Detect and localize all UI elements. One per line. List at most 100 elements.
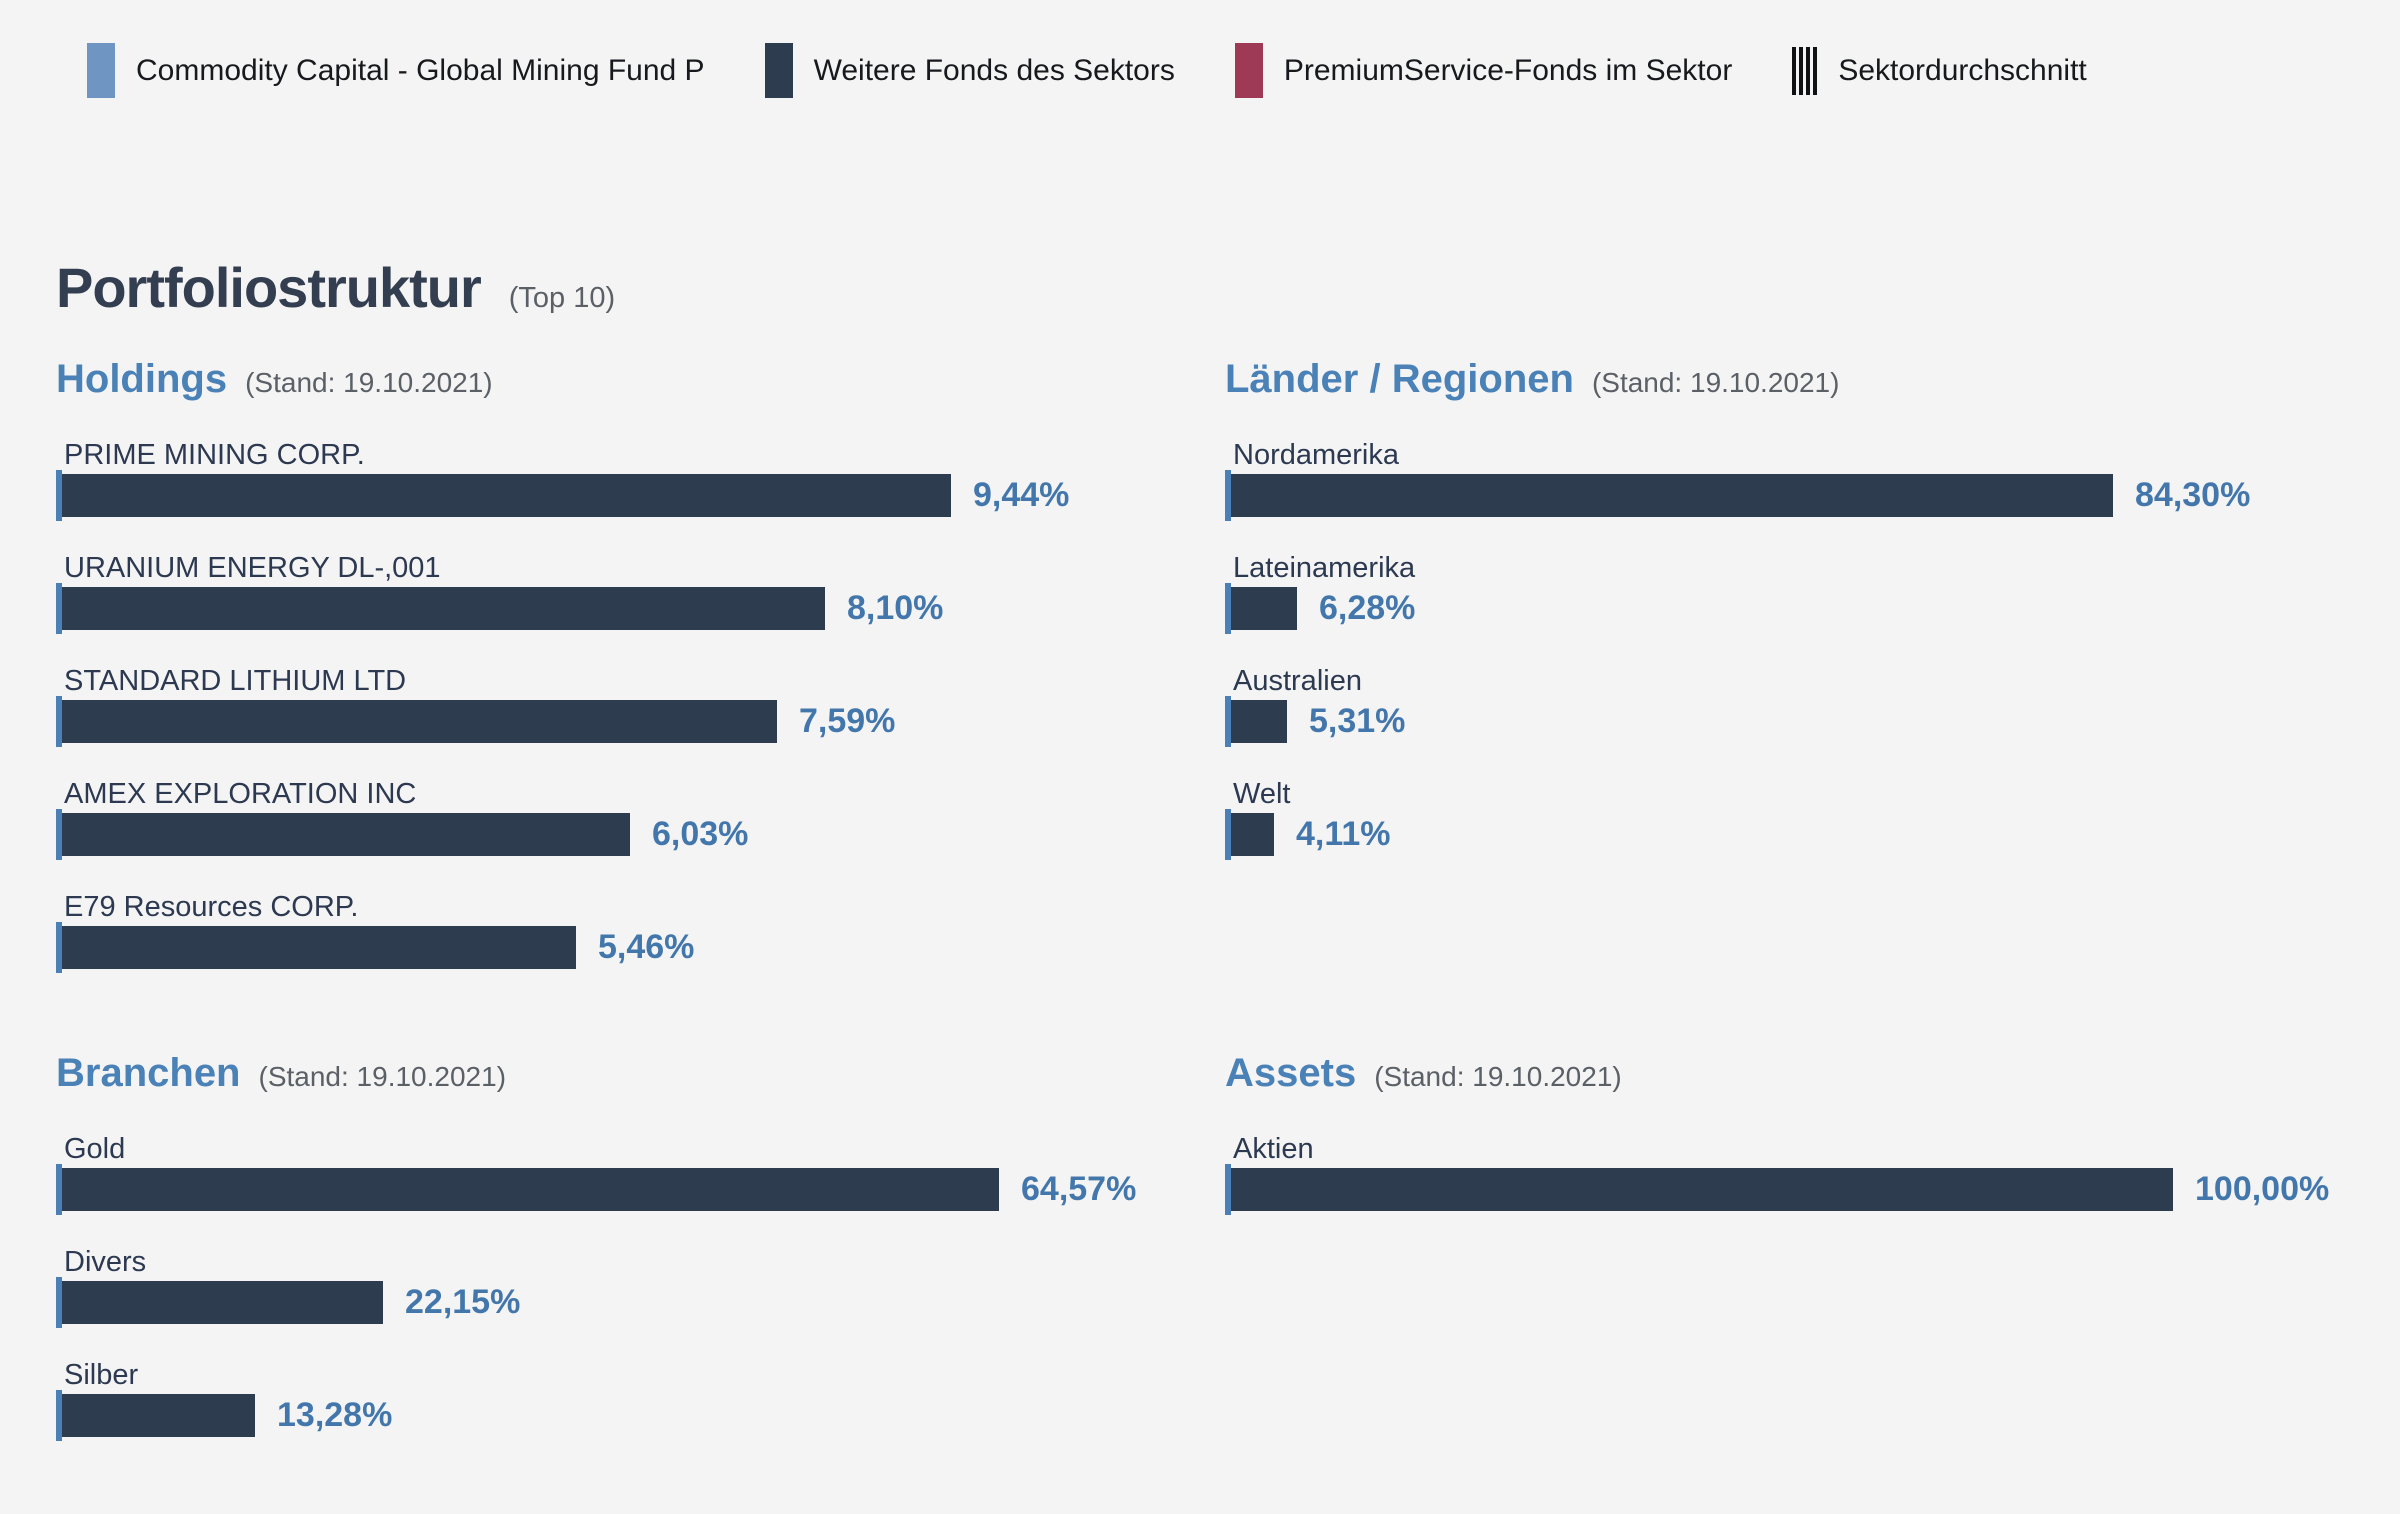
- legend-label: Weitere Fonds des Sektors: [813, 53, 1175, 87]
- section-holdings: Holdings (Stand: 19.10.2021) PRIME MININ…: [56, 355, 1175, 973]
- section-assets: Assets (Stand: 19.10.2021) Aktien 100,00…: [1225, 1049, 2344, 1441]
- bar: [62, 1168, 999, 1211]
- bar-value: 22,15%: [405, 1283, 521, 1321]
- bar-row: AMEX EXPLORATION INC 6,03%: [56, 779, 1175, 860]
- bar-track: 9,44%: [56, 470, 1175, 521]
- fund-marker: [1225, 809, 1231, 860]
- bar-track: 13,28%: [56, 1390, 1175, 1441]
- legend-label: Sektordurchschnitt: [1838, 53, 2087, 87]
- section-title: Branchen: [56, 1051, 241, 1095]
- section-title: Länder / Regionen: [1225, 357, 1574, 401]
- bar-track: 22,15%: [56, 1277, 1175, 1328]
- bar-label: STANDARD LITHIUM LTD: [64, 665, 407, 697]
- bar-track: 4,11%: [1225, 809, 2344, 860]
- bar-value: 7,59%: [799, 702, 896, 740]
- bar-track: 64,57%: [56, 1164, 1175, 1215]
- bar-value: 6,28%: [1319, 589, 1416, 627]
- bar-row: PRIME MINING CORP. 9,44%: [56, 440, 1175, 521]
- bar-row: Welt 4,11%: [1225, 779, 2344, 860]
- bar-track: 84,30%: [1225, 470, 2344, 521]
- bar: [1231, 700, 1287, 743]
- bar-label: URANIUM ENERGY DL-,001: [64, 552, 441, 584]
- bar-value: 6,03%: [652, 815, 749, 853]
- bar-value: 8,10%: [847, 589, 944, 627]
- section-date: (Stand: 19.10.2021): [1591, 367, 1840, 398]
- title-suffix: (Top 10): [508, 282, 616, 314]
- bar: [62, 813, 630, 856]
- bar: [62, 1394, 255, 1437]
- bar-value: 5,31%: [1309, 702, 1406, 740]
- fund-swatch-icon: [87, 43, 115, 98]
- bar-label: Lateinamerika: [1233, 552, 1416, 584]
- fund-marker: [56, 696, 62, 747]
- bar-row: Aktien 100,00%: [1225, 1134, 2344, 1215]
- fund-marker: [1225, 470, 1231, 521]
- bar-label: Australien: [1233, 665, 1362, 697]
- bar: [62, 1281, 383, 1324]
- bar-list: PRIME MINING CORP. 9,44% URANIUM ENERGY …: [56, 440, 1175, 973]
- bar-value: 13,28%: [277, 1396, 393, 1434]
- bar-label: Welt: [1233, 778, 1291, 810]
- bar-label: Divers: [64, 1246, 147, 1278]
- section-header: Länder / Regionen (Stand: 19.10.2021): [1225, 355, 2344, 407]
- legend-label: Commodity Capital - Global Mining Fund P: [136, 53, 705, 87]
- legend: Commodity Capital - Global Mining Fund P…: [0, 0, 2400, 98]
- section-laender: Länder / Regionen (Stand: 19.10.2021) No…: [1225, 355, 2344, 973]
- bar-value: 5,46%: [598, 928, 695, 966]
- bar-list: Nordamerika 84,30% Lateinamerika 6,28% A…: [1225, 440, 2344, 860]
- bar-value: 9,44%: [973, 476, 1070, 514]
- section-title: Holdings: [56, 357, 228, 401]
- section-header: Branchen (Stand: 19.10.2021): [56, 1049, 1175, 1101]
- bar-row: Divers 22,15%: [56, 1247, 1175, 1328]
- sector-funds-swatch-icon: [764, 43, 793, 98]
- bar-row: E79 Resources CORP. 5,46%: [56, 892, 1175, 973]
- section-branchen: Branchen (Stand: 19.10.2021) Gold 64,57%…: [56, 1049, 1175, 1441]
- legend-item: Weitere Fonds des Sektors: [764, 43, 1175, 98]
- fund-marker: [56, 1277, 62, 1328]
- bar-label: E79 Resources CORP.: [64, 891, 359, 923]
- fund-marker: [1225, 583, 1231, 634]
- premium-funds-swatch-icon: [1234, 43, 1263, 98]
- sector-average-icon: [1792, 46, 1818, 95]
- bar: [62, 474, 951, 517]
- section-header: Holdings (Stand: 19.10.2021): [56, 355, 1175, 407]
- section-date: (Stand: 19.10.2021): [245, 367, 493, 398]
- bar-label: PRIME MINING CORP.: [64, 439, 365, 471]
- bar-track: 6,28%: [1225, 583, 2344, 634]
- legend-label: PremiumService-Fonds im Sektor: [1283, 53, 1733, 87]
- bar-row: Lateinamerika 6,28%: [1225, 553, 2344, 634]
- fund-marker: [56, 1390, 62, 1441]
- bar-row: URANIUM ENERGY DL-,001 8,10%: [56, 553, 1175, 634]
- section-title: Assets: [1225, 1051, 1357, 1095]
- bar-track: 100,00%: [1225, 1164, 2344, 1215]
- bar-label: Aktien: [1233, 1133, 1314, 1165]
- bar: [62, 587, 825, 630]
- bar-value: 84,30%: [2135, 476, 2251, 514]
- bar-row: Silber 13,28%: [56, 1360, 1175, 1441]
- bar-label: Nordamerika: [1233, 439, 1399, 471]
- bar-label: Gold: [64, 1133, 126, 1165]
- title-row: Portfoliostruktur (Top 10): [56, 258, 2400, 318]
- bar-label: Silber: [64, 1359, 139, 1391]
- fund-marker: [56, 922, 62, 973]
- bar-list: Aktien 100,00%: [1225, 1134, 2344, 1215]
- fund-marker: [56, 470, 62, 521]
- legend-item: Commodity Capital - Global Mining Fund P: [87, 43, 705, 98]
- fund-marker: [1225, 696, 1231, 747]
- bar-track: 5,46%: [56, 922, 1175, 973]
- bar-list: Gold 64,57% Divers 22,15% Silber 13,28%: [56, 1134, 1175, 1441]
- bar: [1231, 813, 1274, 856]
- bar: [1231, 474, 2113, 517]
- bar-row: Nordamerika 84,30%: [1225, 440, 2344, 521]
- bar-track: 7,59%: [56, 696, 1175, 747]
- bar-label: AMEX EXPLORATION INC: [64, 778, 417, 810]
- charts-grid: Holdings (Stand: 19.10.2021) PRIME MININ…: [56, 355, 2344, 1441]
- bar-track: 8,10%: [56, 583, 1175, 634]
- page-title: Portfoliostruktur: [56, 256, 482, 319]
- section-header: Assets (Stand: 19.10.2021): [1225, 1049, 2344, 1101]
- bar: [62, 700, 777, 743]
- fund-marker: [56, 1164, 62, 1215]
- bar-value: 4,11%: [1296, 815, 1391, 853]
- bar: [62, 926, 576, 969]
- bar-row: Australien 5,31%: [1225, 666, 2344, 747]
